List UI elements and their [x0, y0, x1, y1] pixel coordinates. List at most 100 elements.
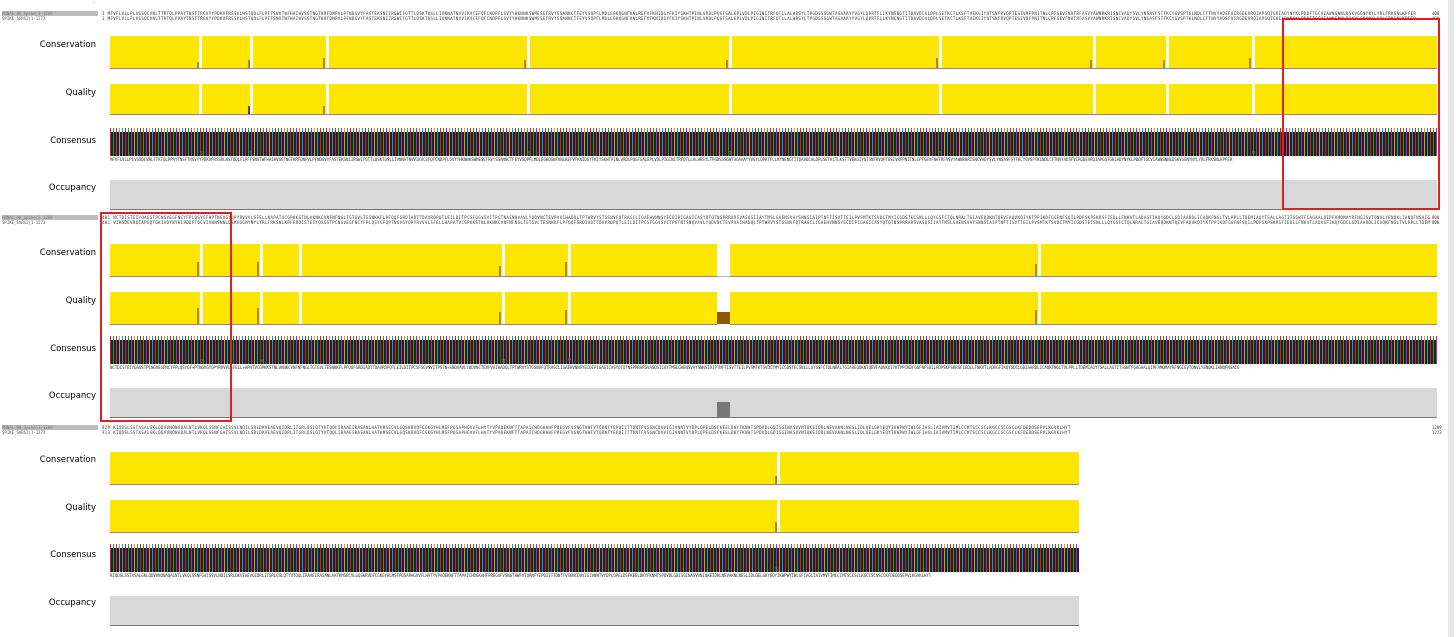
occupancy-track[interactable]	[110, 388, 1437, 418]
dip-mark	[726, 60, 728, 68]
sequence-name[interactable]: SPIKE_SARS2|1-1273	[2, 16, 46, 21]
gap-mark	[568, 292, 571, 324]
dip-mark	[1035, 264, 1037, 276]
dip-mark	[197, 62, 199, 68]
conservation-track[interactable]	[730, 244, 1437, 277]
annotation-highlight-box	[100, 212, 232, 422]
occupancy-track[interactable]	[110, 596, 1079, 626]
dip-mark	[1163, 60, 1165, 68]
dip-mark	[257, 262, 259, 276]
consensus-marker: S	[200, 151, 204, 157]
alignment-block-3: ANNAL_08_Spike|1-1289 929 KIQDSLSSTASALG…	[0, 424, 1456, 634]
dip-mark	[323, 106, 325, 114]
annotation-highlight-box	[1282, 18, 1440, 210]
track-label-quality: Quality	[65, 296, 96, 306]
track-label-conservation: Conservation	[39, 248, 96, 258]
sequence-residues[interactable]: 1 MFVFLVLLPLVSSQCVNLTTRTQLPPAYTNSFTRGVYY…	[102, 11, 1417, 16]
consensus-marker: Q	[200, 359, 204, 365]
gap-mark	[1038, 292, 1041, 324]
quality-track[interactable]	[730, 292, 1437, 325]
sequence-residues[interactable]: 1 MFVFLVLLPLVSSQCVNLTTRTQLPPAYTNSFTRGVYY…	[102, 16, 1417, 21]
gap-mark	[777, 452, 780, 484]
consensus-marker: N	[502, 359, 506, 365]
consensus-marker: N	[527, 151, 531, 157]
corner-text: ··	[92, 0, 96, 6]
conservation-track[interactable]	[110, 36, 1437, 69]
dip-mark	[257, 308, 259, 324]
sequence-name[interactable]: SPIKE_SARS2|1-1273	[2, 220, 46, 225]
sequence-name[interactable]: ANNAL_08_Spike|1-1289	[2, 425, 98, 430]
gap-mark	[260, 244, 263, 276]
quality-track[interactable]	[110, 500, 1079, 533]
dip-mark	[1249, 58, 1251, 68]
dip-mark	[775, 476, 777, 484]
gap-mark	[939, 84, 942, 114]
alignment-block-1: ANNAL_08_Spike|1-1289 1 MFVFLVLLPLVSSQCV…	[0, 10, 1456, 215]
track-label-consensus: Consensus	[50, 344, 96, 354]
sequence-residues[interactable]: 401 NCTDISTEIYQAGSTPCNGVEGFNCYFPLQSYGFHP…	[102, 215, 1430, 220]
track-label-occupancy: Occupancy	[48, 391, 96, 401]
track-label-quality: Quality	[65, 88, 96, 98]
sequence-name[interactable]: ANNAL_08_Spike|1-1289	[2, 215, 98, 220]
dip-mark	[936, 58, 938, 68]
gap-mark	[568, 244, 571, 276]
consensus-logo[interactable]	[110, 128, 1437, 156]
sequence-residues[interactable]: 913 KIQDSLSSTASALGKLQDVVNQNAQALNTLVKQLSS…	[102, 430, 1071, 435]
gap-mark	[250, 84, 253, 114]
consensus-marker: S	[775, 567, 779, 573]
consensus-marker: T	[568, 359, 572, 365]
consensus-logo[interactable]	[110, 336, 1437, 364]
gap-mark	[729, 36, 732, 68]
consensus-marker: L	[250, 151, 254, 157]
consensus-sequence: KIQDSLSSTASALGKLQDVVNQNAQALNTLVKQLSSNFGA…	[110, 573, 932, 578]
gap-mark	[200, 244, 203, 276]
sequence-name[interactable]: ANNAL_08_Spike|1-1289	[2, 11, 98, 16]
gap-mark	[299, 244, 302, 276]
dip-mark	[565, 310, 567, 324]
gap-mark	[1252, 84, 1255, 114]
track-label-quality: Quality	[65, 503, 96, 513]
sequence-name[interactable]: SPIKE_SARS2|1-1273	[2, 430, 46, 435]
conservation-track[interactable]	[110, 244, 717, 277]
quality-track[interactable]	[110, 292, 717, 325]
gap-mark	[729, 84, 732, 114]
vertical-scrollbar[interactable]	[1448, 0, 1454, 637]
dip-mark	[197, 262, 199, 276]
dip-mark	[248, 106, 250, 114]
consensus-logo[interactable]	[110, 544, 1079, 572]
gap-mark	[326, 84, 329, 114]
consensus-marker: T	[729, 151, 733, 157]
gap-mark	[199, 36, 202, 68]
sequence-end-position: 1289	[1432, 425, 1442, 430]
gap-mark	[250, 36, 253, 68]
dip-mark	[499, 266, 501, 276]
dip-mark	[565, 262, 567, 276]
gap-mark	[1166, 36, 1169, 68]
gap-mark	[502, 292, 505, 324]
alignment-block-2: ANNAL_08_Spike|1-1289 401 NCTDISTEIYQAGS…	[0, 214, 1456, 422]
gap-mark	[1093, 84, 1096, 114]
dip-mark	[1035, 310, 1037, 324]
gap-mark	[200, 292, 203, 324]
occupancy-track[interactable]	[110, 180, 1437, 210]
quality-track[interactable]	[110, 84, 1437, 115]
conservation-baseline-gap	[717, 276, 730, 277]
sequence-end-position: 400	[1432, 11, 1440, 16]
gap-mark	[260, 292, 263, 324]
gap-mark	[527, 84, 530, 114]
gap-mark	[1093, 36, 1096, 68]
sequence-end-position: 800	[1432, 215, 1440, 220]
consensus-marker: V	[1252, 151, 1256, 157]
track-label-conservation: Conservation	[39, 40, 96, 50]
gap-mark	[1166, 84, 1169, 114]
sequence-residues[interactable]: 401 VIRGDEVRQIAPGQTGKIADYNYKLPDDFTGCVIAW…	[102, 220, 1430, 225]
gap-mark	[527, 36, 530, 68]
gap-mark	[299, 292, 302, 324]
gap-mark	[777, 500, 780, 532]
gap-mark	[1252, 36, 1255, 68]
gap-mark	[502, 244, 505, 276]
conservation-track[interactable]	[110, 452, 1079, 485]
track-label-occupancy: Occupancy	[48, 183, 96, 193]
sequence-residues[interactable]: 929 KIQDSLSSTASALGKLQDVVNQNAQALNTLVKQLSS…	[102, 425, 1071, 430]
dip-mark	[197, 308, 199, 324]
